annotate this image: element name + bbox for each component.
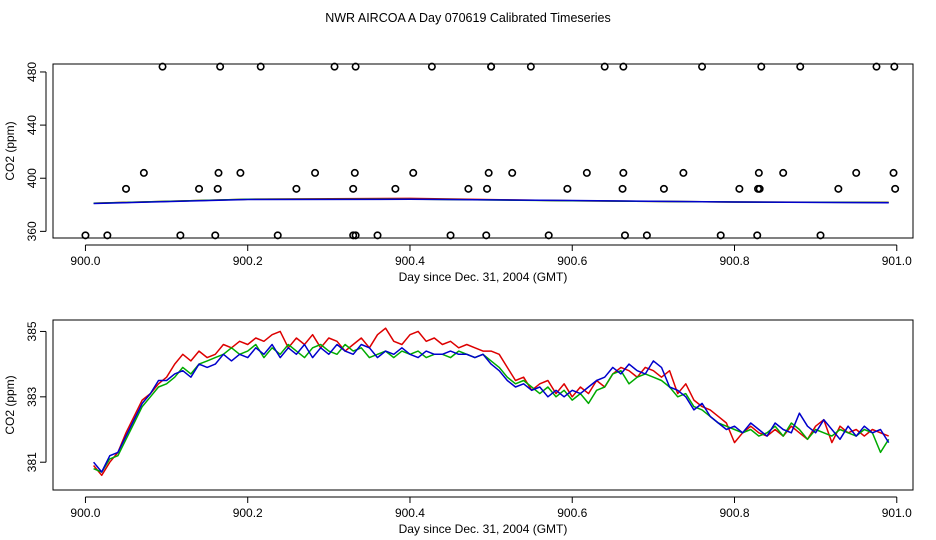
calibration-point <box>754 168 763 177</box>
calibration-point <box>487 62 496 71</box>
calibration-point <box>216 62 225 71</box>
x-tick-label: 900.0 <box>70 254 100 268</box>
y-tick-label: 400 <box>25 168 39 188</box>
calibration-point <box>620 231 629 240</box>
x-axis-label: Day since Dec. 31, 2004 (GMT) <box>399 270 568 284</box>
series-line-red <box>93 327 889 477</box>
calibration-point <box>834 184 843 193</box>
calibration-point <box>618 184 627 193</box>
calibration-point <box>483 184 492 193</box>
calibration-point <box>642 231 651 240</box>
calibration-point <box>158 62 167 71</box>
bottom-panel-line: 900.0 900.2 900.4 900.6 900.8 901.0 381 383 385 D… <box>3 319 914 536</box>
calibration-point <box>350 168 359 177</box>
calibration-point <box>311 168 320 177</box>
calibration-point <box>139 168 148 177</box>
calibration-point <box>619 168 628 177</box>
calibration-point <box>735 184 744 193</box>
calibration-point <box>256 62 265 71</box>
calibration-point <box>484 168 493 177</box>
x-tick-label: 900.8 <box>719 254 749 268</box>
plot-frame <box>52 319 914 491</box>
calibration-point <box>409 168 418 177</box>
calibration-point <box>852 168 861 177</box>
y-tick-label: 383 <box>25 386 39 406</box>
x-tick-label: 900.2 <box>233 506 263 520</box>
x-tick-label: 900.2 <box>233 254 263 268</box>
calibration-point <box>122 184 131 193</box>
calibration-point <box>757 62 766 71</box>
calibration-point <box>890 62 899 71</box>
calibration-point <box>81 231 90 240</box>
calibration-point <box>446 231 455 240</box>
calibration-point <box>544 231 553 240</box>
calibration-point <box>779 168 788 177</box>
x-tick-label: 901.0 <box>882 254 912 268</box>
x-tick-label: 900.8 <box>719 506 749 520</box>
x-tick-label: 900.4 <box>395 506 425 520</box>
calibration-point <box>236 168 245 177</box>
calibration-point <box>349 184 358 193</box>
x-tick-label: 900.4 <box>395 254 425 268</box>
x-tick-label: 901.0 <box>882 506 912 520</box>
figure-title: NWR AIRCOA A Day 070619 Calibrated Times… <box>325 11 611 25</box>
calibration-point <box>176 231 185 240</box>
calibration-point <box>213 184 222 193</box>
calibration-point <box>889 168 898 177</box>
calibration-point <box>464 184 473 193</box>
plot-frame <box>52 63 914 239</box>
calibration-point <box>103 231 112 240</box>
y-tick-label: 360 <box>25 221 39 241</box>
series-line-blue <box>93 343 890 473</box>
calibration-point <box>273 231 282 240</box>
y-tick-label: 480 <box>25 62 39 82</box>
x-tick-label: 900.6 <box>557 506 587 520</box>
calibration-point <box>482 231 491 240</box>
x-axis-label: Day since Dec. 31, 2004 (GMT) <box>399 522 568 536</box>
calibration-point <box>679 168 688 177</box>
calibration-point <box>582 168 591 177</box>
calibration-point <box>600 62 609 71</box>
calibration-point <box>351 62 360 71</box>
calibration-point <box>872 62 881 71</box>
calibration-point <box>526 62 535 71</box>
calibration-point <box>716 231 725 240</box>
x-tick-label: 900.0 <box>70 506 100 520</box>
calibration-point <box>330 62 339 71</box>
calibration-point <box>753 231 762 240</box>
y-axis-label: CO2 (ppm) <box>3 375 17 434</box>
series-line-green <box>93 343 890 473</box>
calibration-point <box>211 231 220 240</box>
calibration-point <box>563 184 572 193</box>
calibration-point <box>292 184 301 193</box>
calibration-point <box>755 184 764 193</box>
series-calibration-points <box>81 62 900 240</box>
calibration-point <box>391 184 400 193</box>
top-panel-scatter: 900.0 900.2 900.4 900.6 900.8 901.0 360 400 440 4… <box>3 62 914 284</box>
y-tick-label: 381 <box>25 452 39 472</box>
calibration-point <box>698 62 707 71</box>
calibration-point <box>214 168 223 177</box>
calibration-point <box>195 184 204 193</box>
calibration-point <box>349 231 358 240</box>
calibration-point <box>619 62 628 71</box>
calibration-point <box>373 231 382 240</box>
y-tick-label: 440 <box>25 115 39 135</box>
y-axis-label: CO2 (ppm) <box>3 121 17 180</box>
series-line-sample-blue <box>93 198 889 205</box>
calibration-point <box>816 231 825 240</box>
calibration-point <box>508 168 517 177</box>
calibration-point <box>351 231 360 240</box>
calibration-point <box>427 62 436 71</box>
calibration-point <box>796 62 805 71</box>
calibration-point <box>891 184 900 193</box>
y-tick-label: 385 <box>25 321 39 341</box>
x-tick-label: 900.6 <box>557 254 587 268</box>
calibration-point <box>659 184 668 193</box>
